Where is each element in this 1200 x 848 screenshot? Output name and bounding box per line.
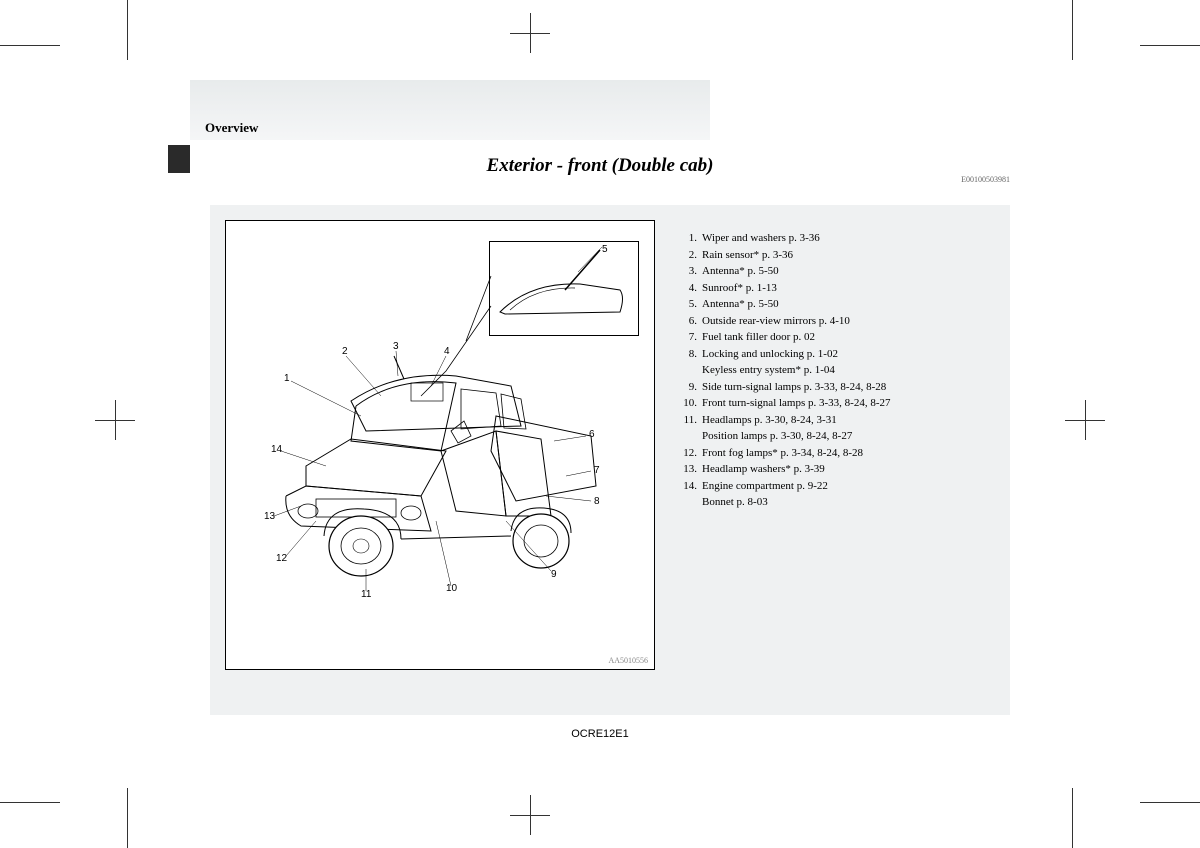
list-item-text: Side turn-signal lamps p. 3-33, 8-24, 8-… [702, 379, 886, 396]
list-item-text: Keyless entry system* p. 1-04 [680, 362, 835, 379]
vehicle-illustration: 1 2 3 4 6 7 8 9 10 11 12 13 14 [246, 321, 626, 601]
list-item: 3.Antenna* p. 5-50 [680, 263, 891, 280]
list-item: Keyless entry system* p. 1-04 [680, 362, 891, 379]
registration-mark [95, 400, 135, 440]
list-item: 10.Front turn-signal lamps p. 3-33, 8-24… [680, 395, 891, 412]
callout-8: 8 [594, 496, 600, 507]
list-item-number: 6. [680, 313, 702, 330]
list-item: 1.Wiper and washers p. 3-36 [680, 230, 891, 247]
header-gradient [190, 80, 710, 140]
callout-1: 1 [284, 373, 290, 384]
list-item-text: Outside rear-view mirrors p. 4-10 [702, 313, 850, 330]
crop-mark [1072, 0, 1073, 60]
callout-10: 10 [446, 583, 457, 594]
list-item-text: Front fog lamps* p. 3-34, 8-24, 8-28 [702, 445, 863, 462]
list-item-text: Locking and unlocking p. 1-02 [702, 346, 838, 363]
crop-mark [1140, 45, 1200, 46]
crop-mark [127, 0, 128, 60]
diagram-code: AA5010556 [608, 656, 648, 665]
list-item-text: Antenna* p. 5-50 [702, 296, 779, 313]
callout-3: 3 [393, 341, 399, 352]
list-item: 11.Headlamps p. 3-30, 8-24, 3-31 [680, 412, 891, 429]
list-item-number: 14. [680, 478, 702, 495]
callout-13: 13 [264, 511, 275, 522]
crop-mark [0, 45, 60, 46]
list-item: 9.Side turn-signal lamps p. 3-33, 8-24, … [680, 379, 891, 396]
list-item-text: Headlamp washers* p. 3-39 [702, 461, 825, 478]
list-item-number: 13. [680, 461, 702, 478]
footer-code: OCRE12E1 [150, 728, 1050, 740]
list-item: Bonnet p. 8-03 [680, 494, 891, 511]
page-content: Overview Exterior - front (Double cab) E… [150, 60, 1050, 760]
callout-14: 14 [271, 444, 282, 455]
callout-12: 12 [276, 553, 287, 564]
list-item-number: 11. [680, 412, 702, 429]
list-item: 7.Fuel tank filler door p. 02 [680, 329, 891, 346]
list-item-number: 5. [680, 296, 702, 313]
list-item: Position lamps p. 3-30, 8-24, 8-27 [680, 428, 891, 445]
registration-mark [510, 13, 550, 53]
section-label: Overview [205, 120, 258, 136]
vehicle-diagram: 5 [225, 220, 655, 670]
parts-list: 1.Wiper and washers p. 3-362.Rain sensor… [680, 230, 891, 511]
callout-9: 9 [551, 569, 557, 580]
list-item-number: 10. [680, 395, 702, 412]
content-panel: 5 [210, 205, 1010, 715]
list-item-number: 12. [680, 445, 702, 462]
crop-mark [1072, 788, 1073, 848]
registration-mark [1065, 400, 1105, 440]
page-title: Exterior - front (Double cab) [150, 155, 1050, 177]
list-item-number: 4. [680, 280, 702, 297]
list-item-number: 1. [680, 230, 702, 247]
list-item-text: Position lamps p. 3-30, 8-24, 8-27 [680, 428, 852, 445]
list-item-text: Headlamps p. 3-30, 8-24, 3-31 [702, 412, 837, 429]
crop-mark [0, 802, 60, 803]
list-item: 2.Rain sensor* p. 3-36 [680, 247, 891, 264]
list-item-number: 2. [680, 247, 702, 264]
list-item-number: 9. [680, 379, 702, 396]
crop-mark [1140, 802, 1200, 803]
callout-11: 11 [361, 589, 371, 600]
list-item-text: Bonnet p. 8-03 [680, 494, 768, 511]
list-item: 5.Antenna* p. 5-50 [680, 296, 891, 313]
list-item-text: Fuel tank filler door p. 02 [702, 329, 815, 346]
list-item: 4.Sunroof* p. 1-13 [680, 280, 891, 297]
callout-6: 6 [589, 429, 595, 440]
list-item-text: Front turn-signal lamps p. 3-33, 8-24, 8… [702, 395, 891, 412]
list-item-number: 8. [680, 346, 702, 363]
document-id: E00100503981 [961, 175, 1010, 184]
list-item-text: Antenna* p. 5-50 [702, 263, 779, 280]
callout-7: 7 [594, 465, 600, 476]
callout-2: 2 [342, 346, 348, 357]
callout-5: 5 [602, 244, 608, 255]
list-item: 12.Front fog lamps* p. 3-34, 8-24, 8-28 [680, 445, 891, 462]
list-item-text: Rain sensor* p. 3-36 [702, 247, 793, 264]
list-item-text: Sunroof* p. 1-13 [702, 280, 777, 297]
list-item: 13.Headlamp washers* p. 3-39 [680, 461, 891, 478]
crop-mark [127, 788, 128, 848]
registration-mark [510, 795, 550, 835]
callout-4: 4 [444, 346, 450, 357]
list-item-number: 7. [680, 329, 702, 346]
list-item-text: Engine compartment p. 9-22 [702, 478, 828, 495]
list-item: 6.Outside rear-view mirrors p. 4-10 [680, 313, 891, 330]
list-item-text: Wiper and washers p. 3-36 [702, 230, 820, 247]
list-item-number: 3. [680, 263, 702, 280]
list-item: 8.Locking and unlocking p. 1-02 [680, 346, 891, 363]
list-item: 14.Engine compartment p. 9-22 [680, 478, 891, 495]
